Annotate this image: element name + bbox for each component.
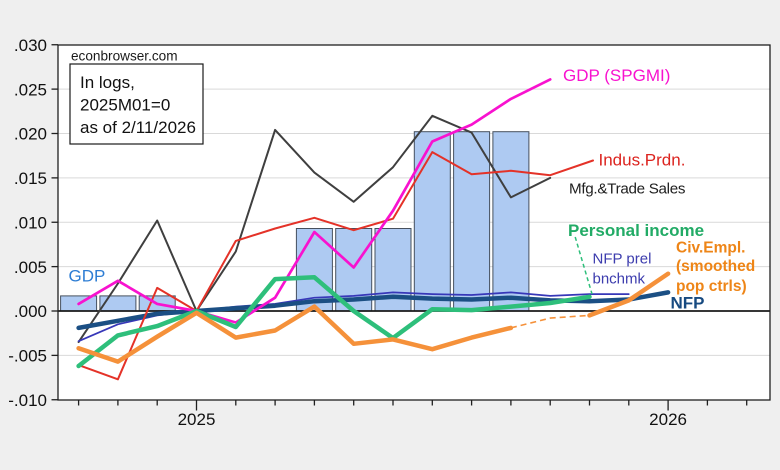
svg-text:In logs,: In logs, xyxy=(80,73,135,92)
svg-text:NFP prel: NFP prel xyxy=(593,251,652,268)
svg-text:Personal income: Personal income xyxy=(568,221,704,240)
svg-text:.030: .030 xyxy=(14,36,47,55)
svg-text:pop ctrls): pop ctrls) xyxy=(676,278,747,295)
svg-text:2026: 2026 xyxy=(649,410,687,429)
svg-text:GDP (SPGMI): GDP (SPGMI) xyxy=(563,66,670,85)
svg-text:.020: .020 xyxy=(14,125,47,144)
svg-text:.015: .015 xyxy=(14,169,47,188)
svg-text:Mfg.&Trade Sales: Mfg.&Trade Sales xyxy=(569,181,686,198)
svg-text:as of 2/11/2026: as of 2/11/2026 xyxy=(80,118,196,137)
svg-text:.000: .000 xyxy=(14,302,47,321)
svg-text:econbrowser.com: econbrowser.com xyxy=(71,49,178,64)
svg-text:-.005: -.005 xyxy=(8,347,47,366)
svg-text:Indus.Prdn.: Indus.Prdn. xyxy=(599,150,686,169)
svg-text:-.010: -.010 xyxy=(8,391,47,410)
svg-text:(smoothed: (smoothed xyxy=(676,258,755,275)
svg-text:2025M01=0: 2025M01=0 xyxy=(80,96,170,115)
svg-text:Civ.Empl.: Civ.Empl. xyxy=(676,240,745,257)
svg-text:GDP: GDP xyxy=(69,267,106,286)
svg-text:.010: .010 xyxy=(14,213,47,232)
svg-text:.025: .025 xyxy=(14,80,47,99)
svg-text:bnchmk: bnchmk xyxy=(593,271,646,288)
svg-text:2025: 2025 xyxy=(178,410,216,429)
svg-text:NFP: NFP xyxy=(671,294,705,313)
svg-text:.005: .005 xyxy=(14,258,47,277)
